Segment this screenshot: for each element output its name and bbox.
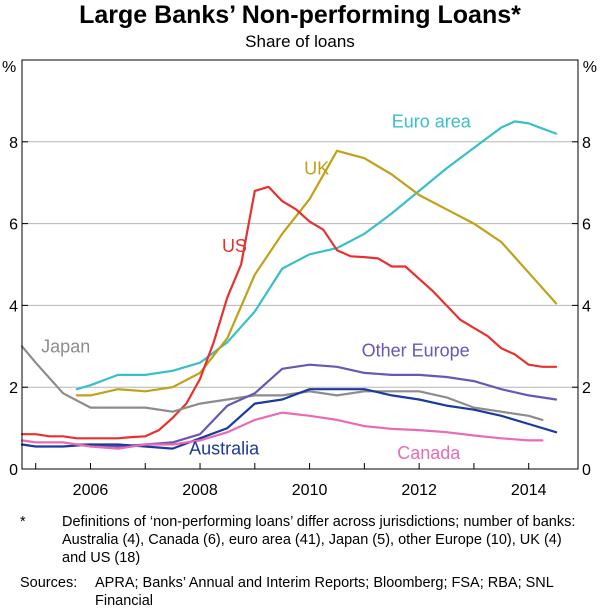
series-label-uk: UK: [304, 159, 329, 179]
chart-subtitle: Share of loans: [245, 32, 355, 51]
series-label-us: US: [222, 236, 247, 256]
y-tick-label-right-2: 2: [582, 380, 591, 397]
x-tick-label-2010: 2010: [292, 482, 328, 499]
series-line-uk: [75, 149, 558, 397]
series-line-us: [20, 185, 558, 440]
series-line-australia: [20, 388, 558, 450]
sources-text: APRA; Banks’ Annual and Interim Reports;…: [95, 575, 554, 609]
y-tick-label-right-8: 8: [582, 135, 591, 152]
chart-plot: 0 0 2 2 4 4 6 6 8 8 2006 2008 2010 2012 2014 % % Euro …: [2, 59, 597, 499]
y-tick-label-left-6: 6: [9, 217, 18, 234]
x-tick-label-2012: 2012: [401, 482, 437, 499]
gridlines: [22, 141, 578, 388]
series-label-canada: Canada: [397, 443, 461, 463]
series-labels: Euro area UK US Japan Other Europe Australia C…: [41, 111, 472, 462]
series-line-canada: [20, 411, 544, 450]
footnote-marker: *: [20, 514, 26, 530]
x-tick-label-2006: 2006: [73, 482, 109, 499]
y-tick-label-right-4: 4: [582, 298, 591, 315]
x-tick-label-2014: 2014: [511, 482, 547, 499]
y-axis-unit-right: %: [583, 59, 597, 76]
x-tick-label-2008: 2008: [182, 482, 218, 499]
chart-title: Large Banks’ Non-performing Loans*: [79, 1, 521, 29]
y-tick-label-right-6: 6: [582, 217, 591, 234]
series-line-euro-area: [75, 120, 558, 391]
footnote-text: Definitions of ‘non-performing loans’ di…: [62, 514, 576, 566]
series-label-other-europe: Other Europe: [362, 341, 470, 361]
y-tick-label-left-4: 4: [9, 298, 18, 315]
series-label-australia: Australia: [189, 439, 260, 459]
y-tick-label-right-0: 0: [582, 462, 591, 479]
plot-frame: [21, 59, 579, 470]
y-tick-label-left-8: 8: [9, 135, 18, 152]
y-axis-unit-left: %: [2, 59, 16, 76]
axis-ticks: [22, 141, 578, 470]
axis-tick-labels: 0 0 2 2 4 4 6 6 8 8 2006 2008 2010 2012 2014: [9, 135, 591, 499]
series-lines: [20, 120, 558, 450]
series-label-euro-area: Euro area: [392, 111, 472, 131]
series-label-japan: Japan: [41, 336, 90, 356]
sources-label: Sources:: [20, 575, 78, 591]
y-tick-label-left-2: 2: [9, 380, 18, 397]
y-tick-label-left-0: 0: [9, 462, 18, 479]
series-line-japan: [20, 345, 544, 421]
